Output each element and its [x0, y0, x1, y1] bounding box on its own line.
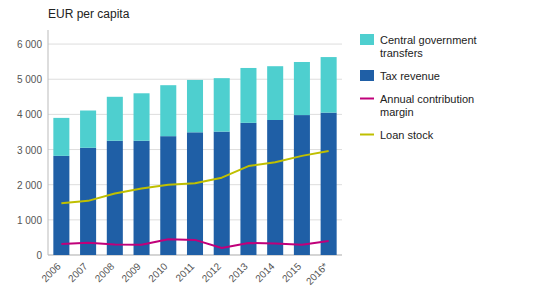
- bar: [107, 141, 123, 255]
- bar: [240, 68, 256, 123]
- bar: [134, 141, 150, 255]
- x-tick-label: 2006: [39, 260, 63, 284]
- bar: [160, 85, 176, 136]
- bar: [240, 123, 256, 255]
- line: [61, 239, 328, 248]
- bar: [107, 97, 123, 141]
- bar: [134, 93, 150, 140]
- x-tick-label: 2011: [173, 260, 196, 283]
- bar: [214, 78, 230, 131]
- bar: [321, 113, 337, 255]
- y-tick-label: 6 000: [17, 39, 42, 50]
- bar: [294, 62, 310, 115]
- bar: [294, 115, 310, 255]
- y-axis-line: [48, 30, 49, 255]
- y-tick-label: 3 000: [17, 145, 42, 156]
- bar: [267, 120, 283, 255]
- legend-swatch: [360, 70, 374, 81]
- legend-label: Loan stock: [380, 129, 434, 141]
- x-tick-label: 2008: [93, 260, 117, 284]
- bar: [321, 57, 337, 113]
- legend-swatch: [360, 134, 374, 136]
- legend-label: Central governmenttransfers: [380, 34, 477, 59]
- bar: [53, 156, 69, 255]
- bar: [267, 66, 283, 120]
- y-axis-label: EUR per capita: [48, 7, 130, 21]
- bar: [214, 132, 230, 255]
- y-tick-label: 0: [36, 250, 42, 261]
- bar: [80, 111, 96, 148]
- x-tick-label: 2010: [146, 260, 170, 284]
- bar: [53, 118, 69, 156]
- x-tick-label: 2009: [119, 260, 143, 284]
- x-tick-label: 2015: [280, 260, 304, 284]
- bar: [187, 132, 203, 255]
- legend-swatch: [360, 34, 374, 45]
- y-tick-label: 5 000: [17, 74, 42, 85]
- x-tick-label: 2014: [253, 260, 277, 284]
- x-tick-label: 2013: [226, 260, 250, 284]
- y-tick-label: 4 000: [17, 109, 42, 120]
- y-tick-label: 1 000: [17, 215, 42, 226]
- x-tick-label: 2012: [200, 260, 224, 284]
- x-tick-label: 2007: [66, 260, 90, 284]
- plot-area: [53, 57, 336, 255]
- chart: EUR per capita 0 1 000 2 000 3 000 4 000 5 000…: [0, 0, 542, 303]
- legend-swatch: [360, 98, 374, 100]
- grid-line: [48, 44, 342, 45]
- y-tick-label: 2 000: [17, 180, 42, 191]
- legend-label: Annual contributionmargin: [380, 93, 474, 118]
- x-tick-label: 2016*: [304, 261, 330, 287]
- line: [61, 151, 328, 203]
- bar: [160, 136, 176, 255]
- legend: Central governmenttransfers Tax revenue An…: [360, 34, 477, 141]
- legend-label: Tax revenue: [380, 70, 440, 82]
- bar: [187, 80, 203, 132]
